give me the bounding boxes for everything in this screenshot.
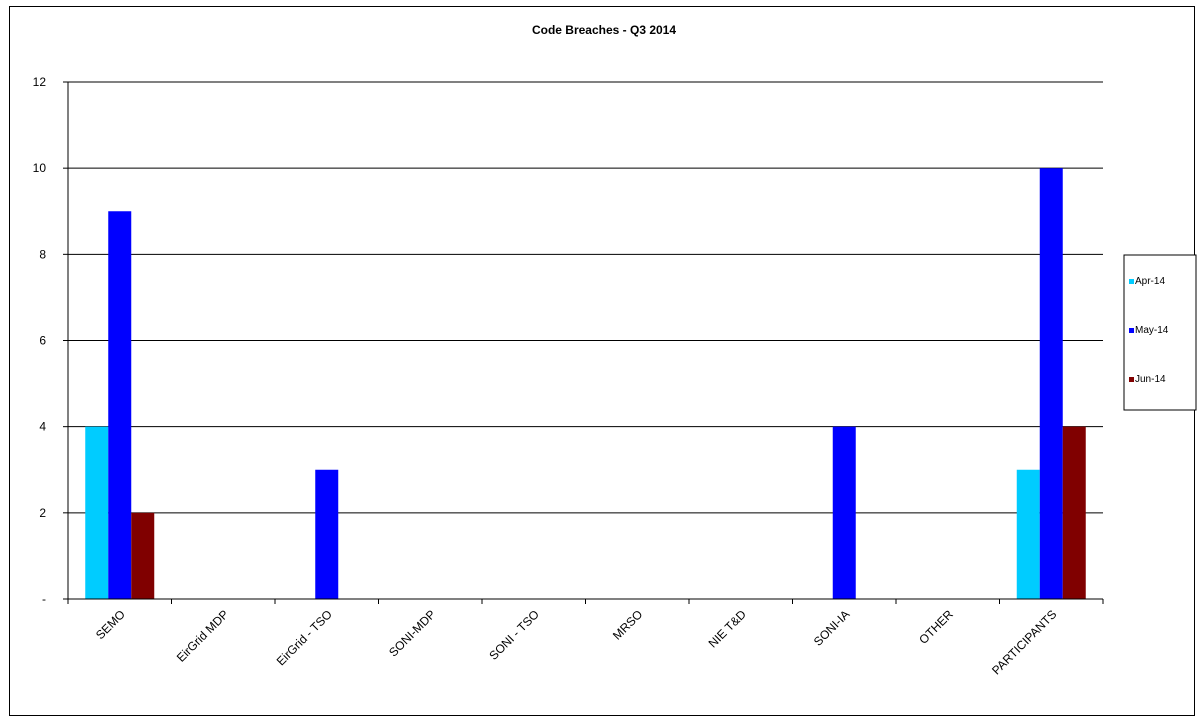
legend-swatch-jun-14	[1129, 377, 1134, 382]
y-tick-label: 6	[39, 334, 46, 348]
x-category-label: EirGrid - TSO	[274, 607, 335, 668]
bar-may-14-9	[1039, 168, 1063, 599]
y-tick-label: 12	[33, 75, 47, 89]
y-tick-label: 10	[33, 161, 47, 175]
x-category-labels: SEMO EirGrid MDP EirGrid - TSO SONI-MDP SONI…	[93, 607, 1059, 677]
bar-apr-14-9	[1016, 469, 1040, 599]
chart-frame	[9, 6, 1195, 716]
chart-title: Code Breaches - Q3 2014	[532, 23, 676, 37]
y-tick-label: 4	[39, 420, 46, 434]
bar-jun-14-9	[1062, 426, 1086, 599]
x-category-label: SONI-IA	[811, 607, 852, 648]
legend: Apr-14 May-14 Jun-14	[1123, 254, 1197, 411]
bars	[85, 168, 1086, 599]
bar-may-14-0	[108, 211, 132, 599]
x-category-label: SEMO	[93, 607, 128, 642]
x-category-label: PARTICIPANTS	[989, 607, 1059, 677]
x-category-label: EirGrid MDP	[174, 607, 232, 665]
bar-may-14-7	[832, 426, 856, 599]
y-tick-label: 2	[39, 506, 46, 520]
legend-label-may-14: May-14	[1135, 325, 1169, 336]
y-tick-label: 8	[39, 247, 46, 261]
x-category-label: NIE T&D	[706, 607, 749, 650]
y-tick-label: -	[42, 592, 46, 606]
x-category-label: MRSO	[610, 607, 645, 642]
legend-label-apr-14: Apr-14	[1135, 276, 1165, 287]
x-category-label: SONI-MDP	[386, 607, 438, 659]
legend-box	[1123, 254, 1197, 411]
x-category-label: SONI - TSO	[486, 607, 541, 662]
legend-label-jun-14: Jun-14	[1135, 374, 1166, 385]
x-category-label: OTHER	[916, 607, 956, 647]
gridlines	[63, 81, 1103, 600]
axes	[67, 82, 1104, 604]
legend-swatch-apr-14	[1129, 279, 1134, 284]
bar-may-14-2	[315, 469, 339, 599]
legend-swatch-may-14	[1129, 328, 1134, 333]
y-tick-labels: - 2 4 6 8 10 12	[33, 75, 47, 606]
bar-apr-14-0	[85, 426, 109, 599]
bar-jun-14-0	[131, 512, 155, 599]
